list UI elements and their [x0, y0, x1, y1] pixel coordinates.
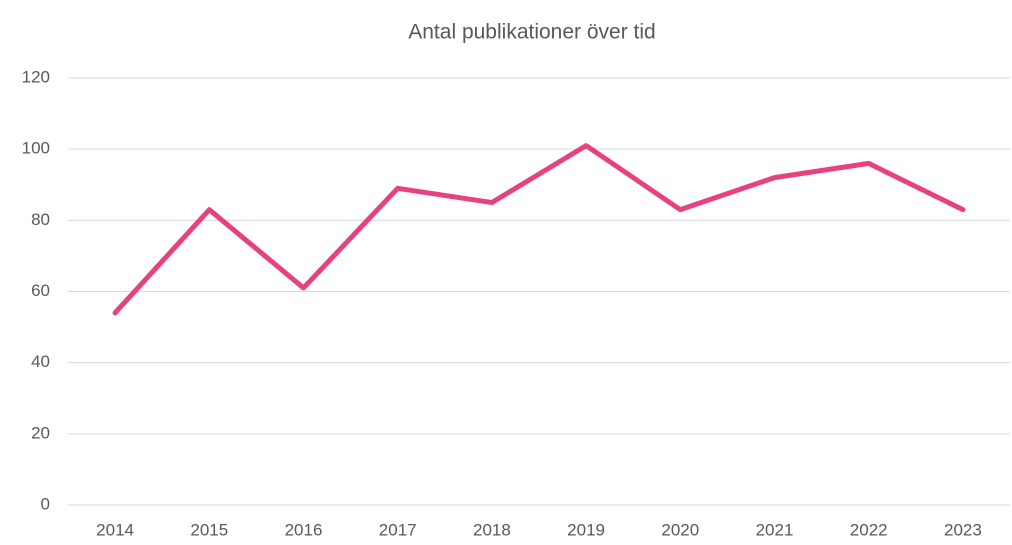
x-tick-label: 2018 [473, 520, 511, 539]
x-tick-label: 2016 [285, 520, 323, 539]
y-tick-label: 0 [41, 494, 50, 513]
x-tick-label: 2015 [190, 520, 228, 539]
y-tick-label: 20 [31, 423, 50, 442]
x-tick-label: 2017 [379, 520, 417, 539]
y-tick-label: 40 [31, 352, 50, 371]
x-tick-label: 2019 [567, 520, 605, 539]
y-tick-label: 60 [31, 281, 50, 300]
y-tick-label: 100 [22, 139, 50, 158]
y-tick-label: 120 [22, 67, 50, 86]
data-line [112, 143, 966, 316]
x-tick-label: 2020 [661, 520, 699, 539]
x-tick-label: 2021 [756, 520, 794, 539]
y-tick-label: 80 [31, 210, 50, 229]
x-tick-label: 2014 [96, 520, 134, 539]
chart-title: Antal publikationer över tid [408, 21, 655, 44]
x-tick-label: 2023 [944, 520, 982, 539]
x-tick-label: 2022 [850, 520, 888, 539]
